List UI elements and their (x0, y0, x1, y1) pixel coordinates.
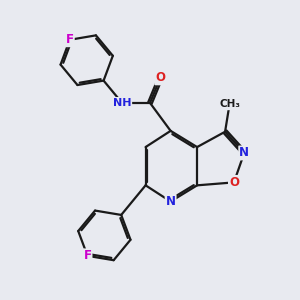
Text: O: O (155, 71, 165, 84)
Text: F: F (83, 249, 92, 262)
Text: O: O (229, 176, 239, 189)
Text: N: N (239, 146, 249, 159)
Text: F: F (66, 33, 74, 46)
Text: N: N (166, 195, 176, 208)
Text: NH: NH (113, 98, 131, 108)
Text: CH₃: CH₃ (219, 99, 240, 110)
